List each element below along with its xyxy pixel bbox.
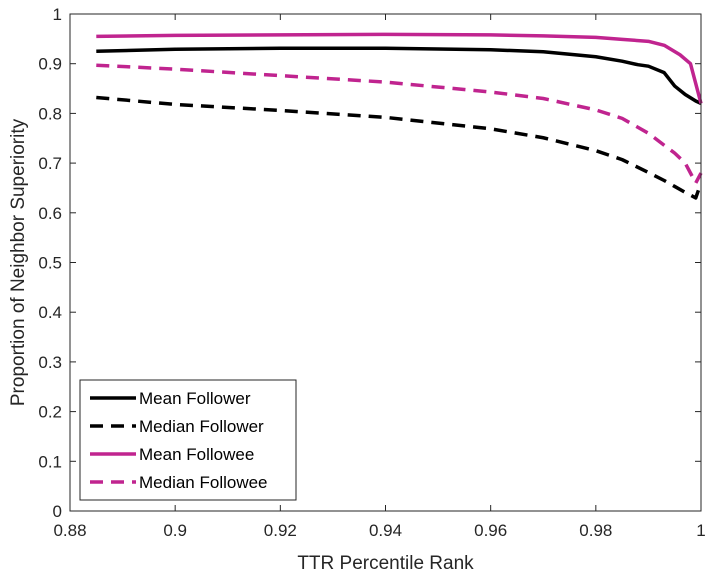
- x-tick-label: 0.9: [163, 521, 187, 540]
- y-tick-label: 0.6: [38, 204, 62, 223]
- x-tick-label: 0.98: [579, 521, 612, 540]
- series-line-median-follower: [96, 95, 703, 200]
- x-axis-label: TTR Percentile Rank: [297, 553, 474, 574]
- y-tick-label: 1: [53, 5, 62, 24]
- y-tick-label: 0: [53, 502, 62, 521]
- legend-label-mean-follower: Mean Follower: [139, 389, 251, 408]
- series-line-mean-followee: [96, 32, 703, 104]
- x-tick-label: 0.88: [53, 521, 86, 540]
- x-tick-label: 0.94: [369, 521, 402, 540]
- legend: Mean Follower Median Follower Mean Followe…: [79, 379, 297, 501]
- series-line-mean-follower: [96, 46, 702, 106]
- x-tick-label: 0.96: [474, 521, 507, 540]
- x-tick-label: 1: [696, 521, 705, 540]
- y-tick-label: 0.9: [38, 55, 62, 74]
- y-tick-label: 0.5: [38, 254, 62, 273]
- y-tick-label: 0.7: [38, 154, 62, 173]
- y-tick-label: 0.1: [38, 452, 62, 471]
- x-tick-label: 0.92: [264, 521, 297, 540]
- y-tick-label: 0.4: [38, 303, 62, 322]
- y-axis-label: Proportion of Neighbor Superiority: [8, 118, 29, 406]
- y-tick-label: 0.8: [38, 104, 62, 123]
- legend-label-mean-followee: Mean Followee: [139, 445, 254, 464]
- axes-layer: 0.88 0.9 0.92 0.94 0.96 0.98 1 0 0.1 0.2 0.3 0.4 0.5…: [38, 5, 705, 540]
- y-tick-label: 0.2: [38, 403, 62, 422]
- legend-label-median-followee: Median Followee: [139, 473, 268, 492]
- legend-box: [79, 379, 297, 501]
- series-layer: [96, 32, 703, 200]
- y-tick-label: 0.3: [38, 353, 62, 372]
- series-line-median-followee: [96, 63, 703, 185]
- legend-label-median-follower: Median Follower: [139, 417, 264, 436]
